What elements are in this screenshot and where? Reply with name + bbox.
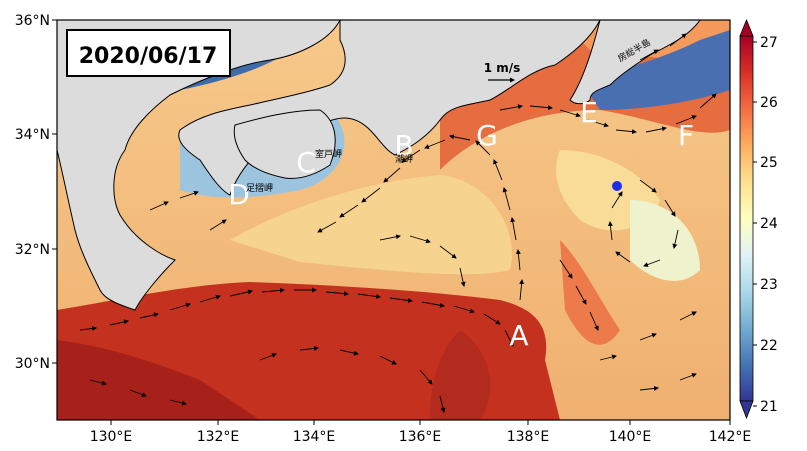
lat-tick-36: 36°N — [15, 13, 50, 29]
current-vectors — [79, 33, 717, 413]
colorbar-tick-25: 25 — [760, 155, 778, 171]
region-label-b: B — [394, 129, 413, 162]
place-label-ashizuri: 足摺岬 — [246, 182, 273, 194]
lon-tick-134: 134°E — [293, 429, 336, 445]
region-labels: A B C D E F G — [228, 96, 694, 352]
location-marker — [612, 181, 622, 191]
colorbar-min-arrow — [739, 400, 754, 420]
place-label-shiono: 潮岬 — [395, 153, 413, 165]
date-label: 2020/06/17 — [79, 44, 218, 69]
lat-axis: 36°N 34°N 32°N 30°N — [15, 13, 57, 372]
region-label-g: G — [476, 119, 498, 152]
lon-tick-132: 132°E — [197, 429, 240, 445]
colorbar-tick-24: 24 — [760, 216, 778, 232]
lon-tick-130: 130°E — [90, 429, 133, 445]
map-frame — [56, 19, 731, 421]
map-area: 2020/06/17 1 m/s A B C D E F G 室戸岬 潮岬 足摺… — [57, 20, 730, 420]
colorbar-tick-21: 21 — [760, 399, 778, 415]
colorbar-tick-22: 22 — [760, 338, 778, 354]
region-label-e: E — [580, 96, 598, 129]
colorbar-gradient — [739, 35, 754, 402]
colorbar-tick-23: 23 — [760, 277, 778, 293]
date-box — [66, 29, 231, 77]
region-label-f: F — [678, 119, 694, 152]
colorbar-max-arrow — [739, 18, 754, 37]
region-label-d: D — [228, 178, 250, 211]
lon-axis: 130°E 132°E 134°E 136°E 138°E 140°E 142°… — [90, 420, 752, 445]
colorbar: 27 26 25 24 23 22 21 — [739, 18, 778, 420]
region-label-a: A — [509, 319, 528, 352]
lat-tick-32: 32°N — [15, 242, 50, 258]
colorbar-tick-26: 26 — [760, 95, 778, 111]
place-label-muroto: 室戸岬 — [315, 148, 342, 160]
lon-tick-136: 136°E — [399, 429, 442, 445]
lat-tick-34: 34°N — [15, 127, 50, 143]
lon-tick-142: 142°E — [709, 429, 752, 445]
colorbar-tick-27: 27 — [760, 35, 778, 51]
region-label-c: C — [296, 146, 316, 179]
lon-tick-140: 140°E — [609, 429, 652, 445]
lon-tick-138: 138°E — [507, 429, 550, 445]
scale-label: 1 m/s — [484, 61, 521, 75]
lat-tick-30: 30°N — [15, 356, 50, 372]
land — [57, 20, 701, 311]
